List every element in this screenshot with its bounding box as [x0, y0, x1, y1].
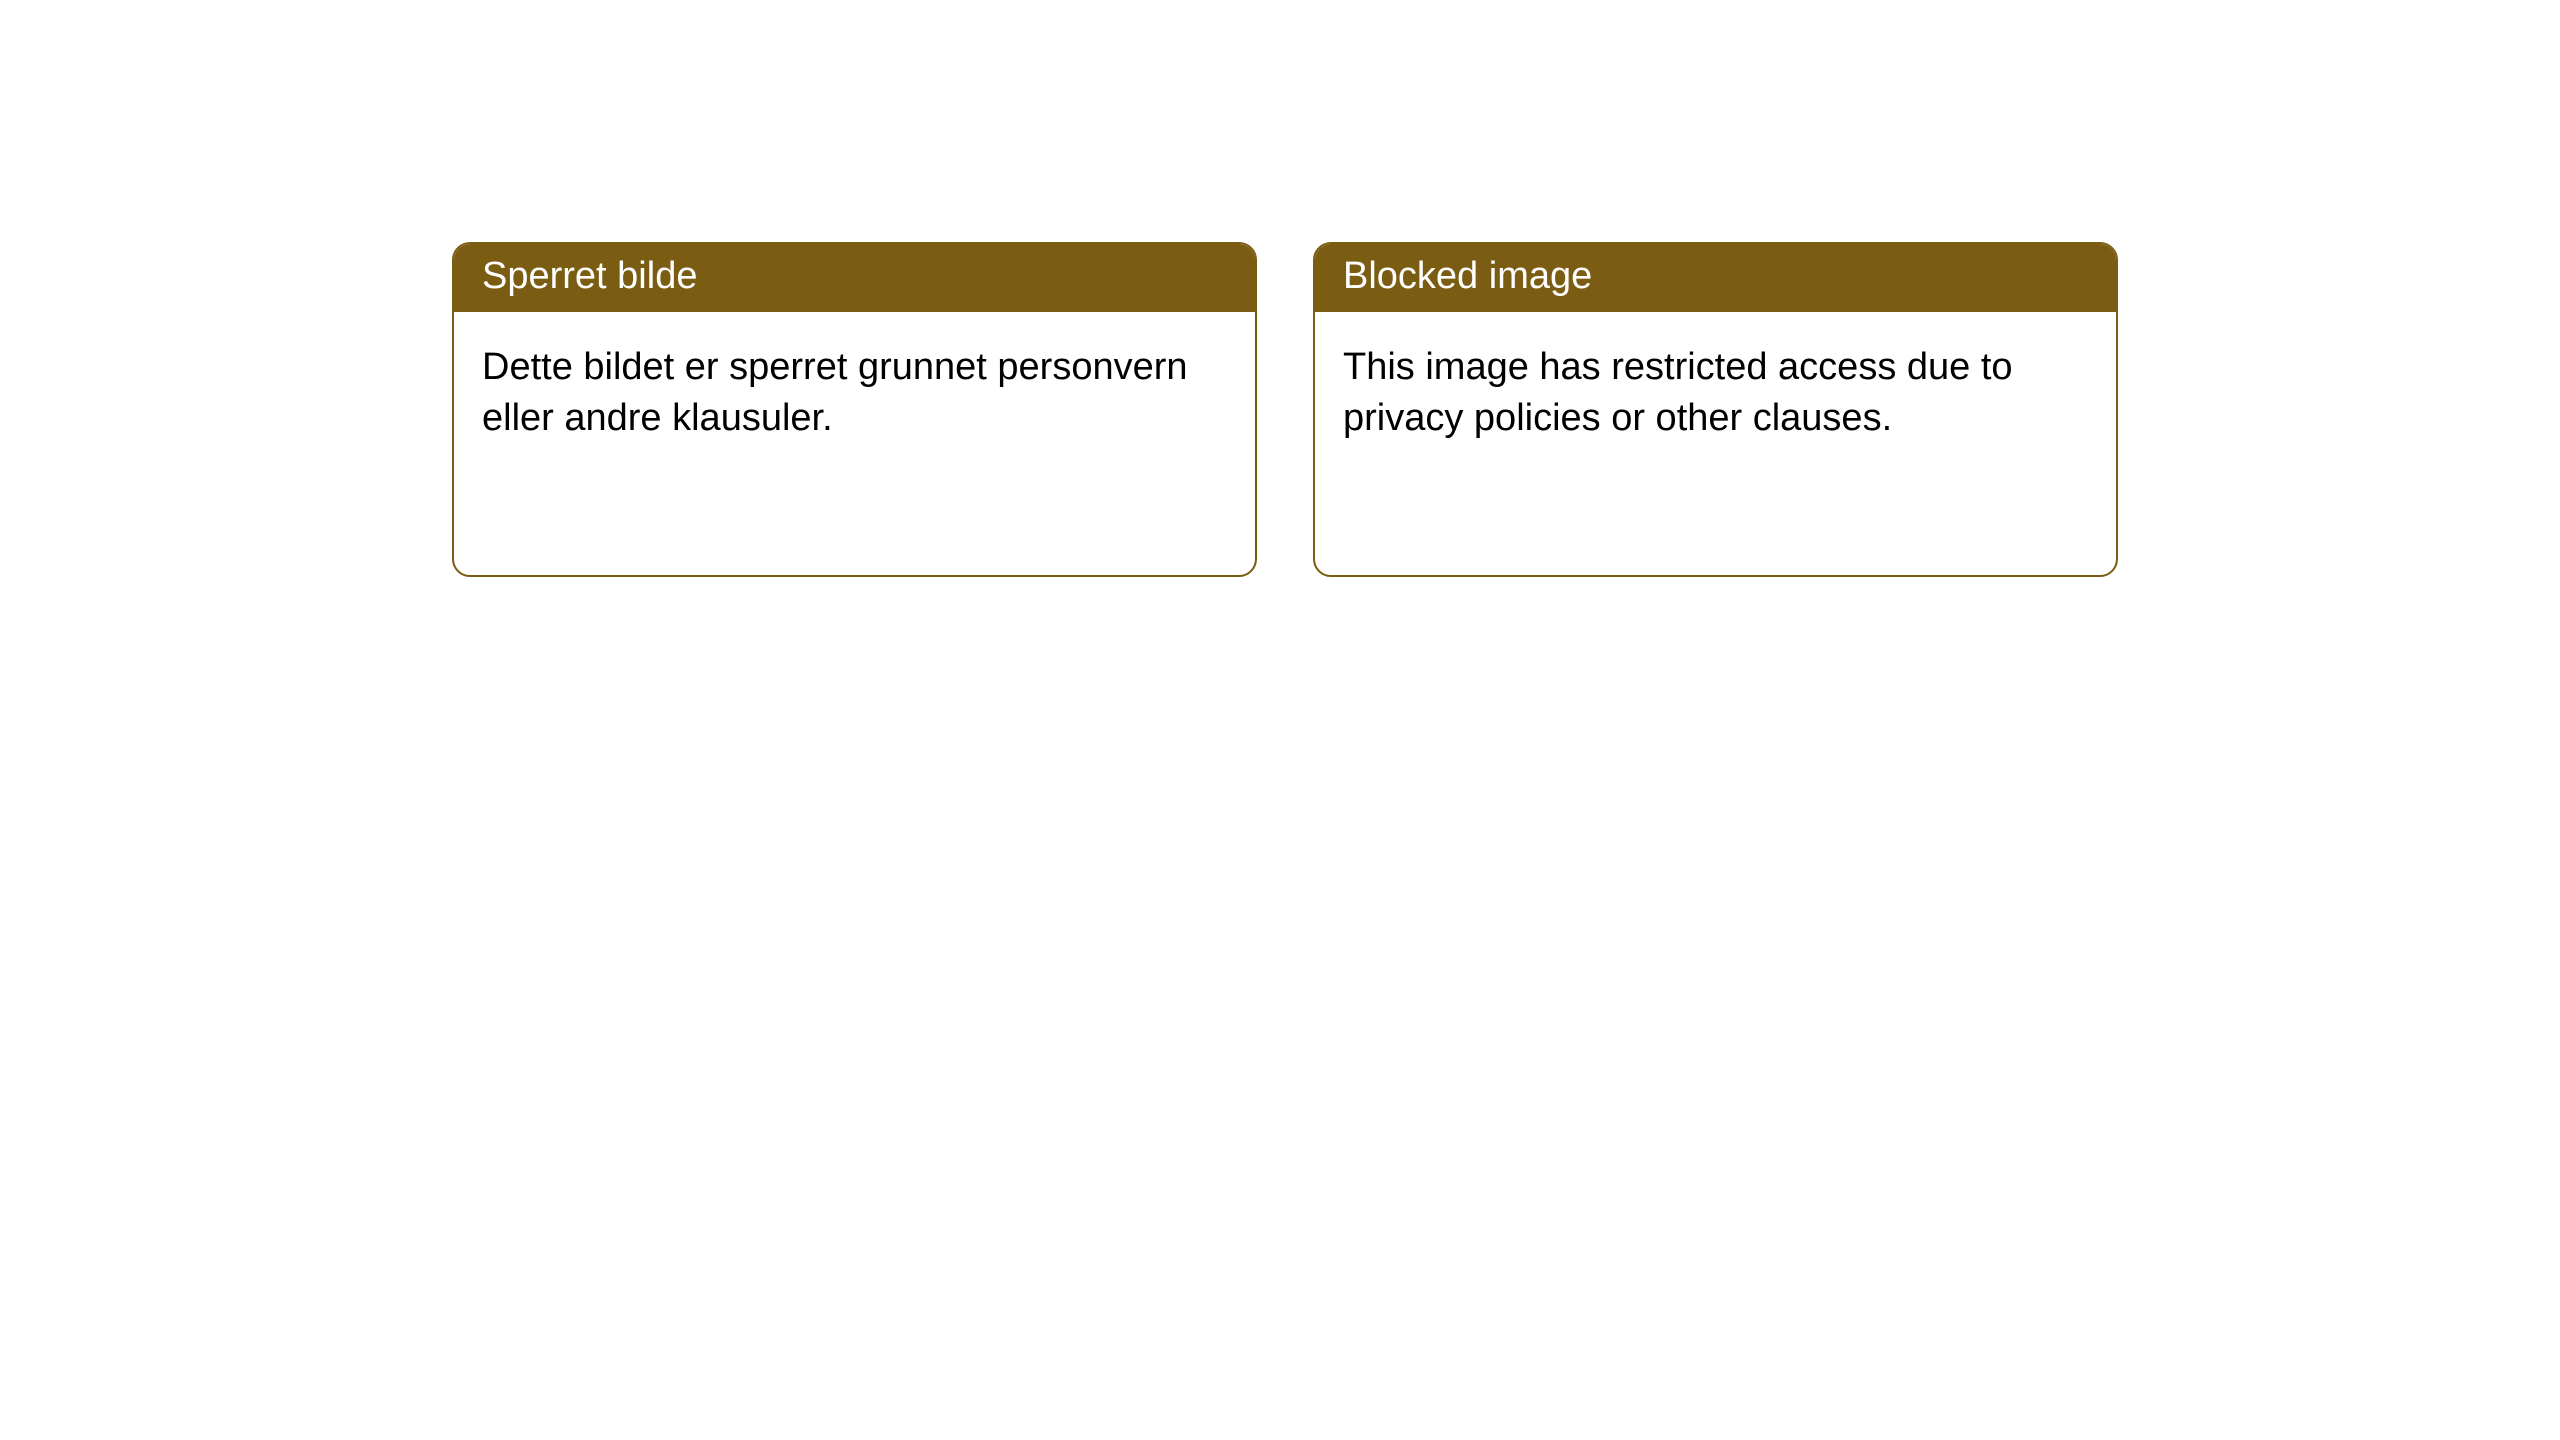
card-body: This image has restricted access due to … — [1315, 312, 2116, 475]
blocked-image-card-no: Sperret bilde Dette bildet er sperret gr… — [452, 242, 1257, 577]
cards-container: Sperret bilde Dette bildet er sperret gr… — [0, 0, 2560, 577]
card-body: Dette bildet er sperret grunnet personve… — [454, 312, 1255, 475]
card-title: Blocked image — [1315, 244, 2116, 312]
blocked-image-card-en: Blocked image This image has restricted … — [1313, 242, 2118, 577]
card-title: Sperret bilde — [454, 244, 1255, 312]
